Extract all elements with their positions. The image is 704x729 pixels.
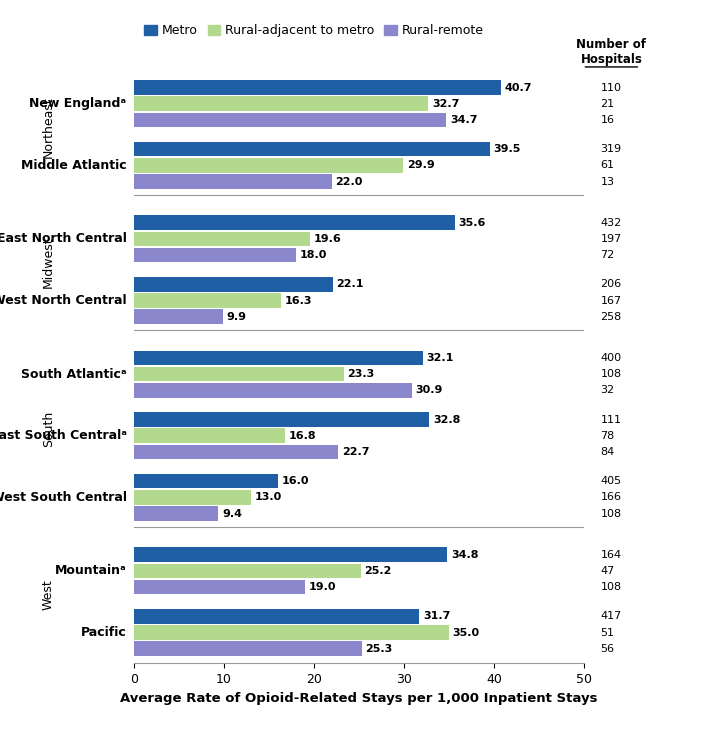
Text: 56: 56 (601, 644, 615, 654)
Text: 16.3: 16.3 (284, 295, 312, 305)
Text: Mountainᵃ: Mountainᵃ (55, 564, 127, 577)
Bar (134, 277, 333, 292)
Text: 400: 400 (601, 353, 622, 363)
Bar (134, 142, 490, 157)
Text: 51: 51 (601, 628, 615, 638)
Text: 34.8: 34.8 (451, 550, 479, 560)
Text: 34.7: 34.7 (450, 115, 477, 125)
Text: 61: 61 (601, 160, 615, 171)
Text: 319: 319 (601, 144, 622, 154)
Text: 72: 72 (601, 250, 615, 260)
Text: 84: 84 (601, 447, 615, 457)
Text: 40.7: 40.7 (504, 82, 532, 93)
Text: 32.7: 32.7 (432, 98, 460, 109)
Text: 206: 206 (601, 279, 622, 289)
Bar (134, 158, 403, 173)
Bar (134, 367, 344, 381)
Text: 39.5: 39.5 (494, 144, 521, 154)
Text: 32.1: 32.1 (427, 353, 454, 363)
Bar (134, 547, 447, 562)
Text: Number of
Hospitals: Number of Hospitals (577, 38, 646, 66)
Text: 164: 164 (601, 550, 622, 560)
Text: 111: 111 (601, 415, 622, 424)
Text: 9.4: 9.4 (222, 509, 242, 518)
Text: 417: 417 (601, 612, 622, 621)
Text: 47: 47 (601, 566, 615, 576)
Bar (134, 642, 362, 656)
Text: 258: 258 (601, 312, 622, 321)
Text: 16.0: 16.0 (282, 476, 309, 486)
Text: 197: 197 (601, 234, 622, 244)
Text: 13: 13 (601, 176, 615, 187)
Text: 167: 167 (601, 295, 622, 305)
Bar (134, 309, 223, 324)
Bar (134, 474, 278, 488)
Text: 29.9: 29.9 (407, 160, 434, 171)
Legend: Metro, Rural-adjacent to metro, Rural-remote: Metro, Rural-adjacent to metro, Rural-re… (139, 19, 489, 42)
Bar (134, 490, 251, 504)
Text: 22.7: 22.7 (342, 447, 370, 457)
Text: East North Central: East North Central (0, 233, 127, 246)
Text: 21: 21 (601, 98, 615, 109)
Bar (134, 564, 361, 578)
Bar (134, 216, 455, 230)
Bar (134, 293, 281, 308)
Bar (134, 445, 339, 459)
Text: 19.0: 19.0 (308, 582, 336, 592)
Text: 32: 32 (601, 386, 615, 395)
Text: Pacific: Pacific (81, 626, 127, 639)
Text: 432: 432 (601, 218, 622, 227)
Bar (134, 413, 429, 427)
Bar (134, 580, 305, 594)
Text: 35.0: 35.0 (453, 628, 480, 638)
Text: 108: 108 (601, 509, 622, 518)
Text: 18.0: 18.0 (300, 250, 327, 260)
Text: 16: 16 (601, 115, 615, 125)
Text: 23.3: 23.3 (347, 369, 375, 379)
Bar (134, 80, 501, 95)
Text: 78: 78 (601, 431, 615, 441)
Bar (134, 429, 285, 443)
Text: New Englandᵃ: New Englandᵃ (30, 97, 127, 110)
Text: 110: 110 (601, 82, 622, 93)
Text: 30.9: 30.9 (416, 386, 444, 395)
Bar (134, 609, 420, 624)
Bar (134, 506, 218, 521)
Text: 32.8: 32.8 (433, 415, 460, 424)
Text: Middle Atlantic: Middle Atlantic (21, 159, 127, 172)
Text: 108: 108 (601, 369, 622, 379)
X-axis label: Average Rate of Opioid-Related Stays per 1,000 Inpatient Stays: Average Rate of Opioid-Related Stays per… (120, 692, 598, 705)
Text: 19.6: 19.6 (314, 234, 341, 244)
Text: West North Central: West North Central (0, 294, 127, 307)
Text: West South Central: West South Central (0, 491, 127, 504)
Text: 16.8: 16.8 (289, 431, 316, 441)
Text: 31.7: 31.7 (423, 612, 451, 621)
Bar (134, 232, 310, 246)
Bar (134, 351, 423, 365)
Text: South Atlanticᵃ: South Atlanticᵃ (21, 367, 127, 381)
Text: Northeast: Northeast (42, 96, 55, 158)
Bar (134, 248, 296, 262)
Text: South: South (42, 410, 55, 447)
Bar (134, 113, 446, 128)
Text: 108: 108 (601, 582, 622, 592)
Text: 166: 166 (601, 492, 622, 502)
Text: 22.1: 22.1 (337, 279, 364, 289)
Text: 35.6: 35.6 (458, 218, 486, 227)
Text: 25.2: 25.2 (365, 566, 392, 576)
Bar (134, 174, 332, 189)
Bar (134, 625, 449, 640)
Text: 9.9: 9.9 (227, 312, 246, 321)
Text: 25.3: 25.3 (365, 644, 393, 654)
Bar (134, 96, 429, 111)
Text: 22.0: 22.0 (336, 176, 363, 187)
Bar (134, 383, 413, 397)
Text: 405: 405 (601, 476, 622, 486)
Text: West: West (42, 579, 55, 610)
Text: Midwest: Midwest (42, 237, 55, 288)
Text: East South Centralᵃ: East South Centralᵃ (0, 429, 127, 443)
Text: 13.0: 13.0 (255, 492, 282, 502)
